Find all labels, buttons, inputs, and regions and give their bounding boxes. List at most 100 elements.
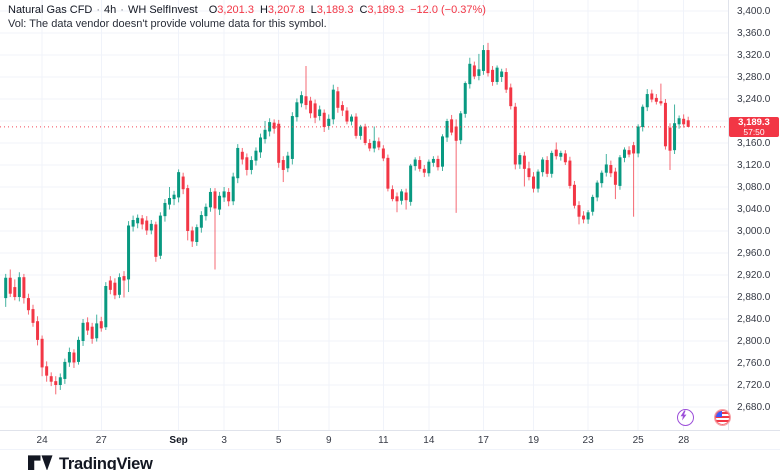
- candle-body: [345, 110, 349, 122]
- candle-body: [95, 323, 99, 339]
- candle-body: [140, 218, 144, 225]
- candle-body: [532, 176, 535, 189]
- ohlc-high: H3,207.8: [259, 4, 305, 16]
- candle-body: [636, 126, 640, 154]
- price-axis-label: 3,360.0: [737, 27, 771, 39]
- price-axis-label: 3,080.0: [737, 181, 771, 193]
- candle-body: [354, 116, 358, 136]
- candle-body: [322, 112, 326, 128]
- candle-body: [245, 157, 249, 170]
- candle-body: [632, 145, 636, 154]
- price-axis[interactable]: 3,189.3 57:50 3,400.0 3,360.0 3,320.0 3,280…: [729, 0, 780, 430]
- price-axis-label: 3,280.0: [737, 71, 771, 83]
- candle-body: [77, 339, 80, 362]
- candle-body: [336, 91, 340, 108]
- price-axis-label: 2,960.0: [737, 247, 771, 259]
- price-axis-label: 2,760.0: [737, 357, 771, 369]
- candle-body: [572, 184, 576, 206]
- chart-plot-area[interactable]: Natural Gas CFD · 4h · WH SelfInvest O3,201.…: [0, 0, 731, 430]
- candle-body: [641, 106, 645, 128]
- candle-body: [67, 352, 71, 363]
- interval-label[interactable]: 4h: [104, 4, 117, 16]
- candle-body: [595, 182, 599, 198]
- price-change: −12.0 (−0.37%): [410, 4, 486, 16]
- candle-body: [500, 71, 504, 77]
- candle-body: [436, 158, 440, 168]
- candle-body: [677, 118, 681, 125]
- candle-body: [49, 376, 53, 382]
- candle-body: [218, 195, 222, 210]
- candle-body: [686, 120, 690, 127]
- candle-body: [181, 176, 185, 190]
- candle-body: [90, 326, 94, 339]
- candle-body: [645, 94, 649, 108]
- legend-separator: ·: [120, 4, 124, 16]
- candle-body: [481, 50, 485, 71]
- broker-label: WH SelfInvest: [127, 4, 198, 16]
- symbol-title[interactable]: Natural Gas CFD: [8, 4, 93, 16]
- candle-body: [390, 189, 394, 200]
- candle-body: [177, 172, 181, 198]
- candle-body: [600, 172, 604, 184]
- candle-body: [472, 65, 476, 77]
- candle-body: [673, 123, 677, 151]
- candle-body: [304, 96, 308, 106]
- candle-body: [286, 155, 290, 169]
- candle-body: [190, 230, 194, 242]
- candle-body: [422, 168, 426, 173]
- candle-body: [340, 105, 344, 111]
- candle-body: [222, 191, 226, 198]
- candle-body: [199, 215, 203, 228]
- candle-body: [418, 160, 422, 169]
- us-flag-glyph: [715, 410, 730, 425]
- candle-body: [450, 119, 454, 133]
- candle-body: [26, 298, 30, 311]
- candle-body: [518, 155, 522, 165]
- tradingview-logo-mark: [28, 455, 53, 470]
- candle-body: [545, 160, 549, 174]
- candle-body: [113, 282, 117, 296]
- price-axis-label: 2,840.0: [737, 313, 771, 325]
- time-axis[interactable]: 24 27 Sep 3 5 9 11 14 17 19 23 25 28: [0, 430, 780, 450]
- candle-body: [381, 148, 385, 159]
- candle-body: [204, 206, 208, 217]
- candle-body: [36, 321, 40, 340]
- candle-body: [168, 198, 171, 205]
- candle-body: [208, 191, 212, 208]
- candle-body: [127, 225, 131, 280]
- candle-body: [509, 87, 513, 107]
- candle-body: [240, 151, 244, 160]
- candle-body: [395, 196, 399, 202]
- tradingview-logo[interactable]: TradingView: [28, 455, 153, 470]
- candle-body: [213, 191, 217, 209]
- candle-body: [31, 309, 35, 323]
- candlestick-plot: [0, 0, 728, 430]
- candle-body: [541, 159, 545, 173]
- candle-body: [400, 191, 404, 201]
- candle-body: [40, 338, 44, 368]
- time-axis-label: 23: [582, 435, 594, 446]
- candle-body: [299, 95, 303, 104]
- lightning-icon[interactable]: [677, 409, 694, 426]
- axis-separator: [728, 0, 729, 449]
- candle-body: [186, 188, 190, 231]
- us-flag-icon[interactable]: [714, 409, 731, 426]
- candle-body: [463, 83, 467, 114]
- candle-body: [327, 118, 331, 126]
- candle-body: [249, 160, 253, 170]
- price-axis-label: 2,880.0: [737, 291, 771, 303]
- candle-body: [277, 123, 281, 163]
- candle-body: [491, 69, 495, 82]
- candle-body: [86, 322, 90, 331]
- candle-body: [504, 72, 508, 90]
- candle-body: [13, 287, 17, 297]
- candle-body: [682, 118, 686, 125]
- candle-body: [377, 141, 381, 148]
- candle-body: [413, 159, 417, 167]
- candle-body: [404, 192, 408, 201]
- candle-body: [627, 150, 631, 155]
- candle-body: [427, 161, 431, 174]
- candle-body: [577, 205, 581, 217]
- time-axis-label: 11: [378, 435, 389, 446]
- candle-body: [4, 277, 8, 299]
